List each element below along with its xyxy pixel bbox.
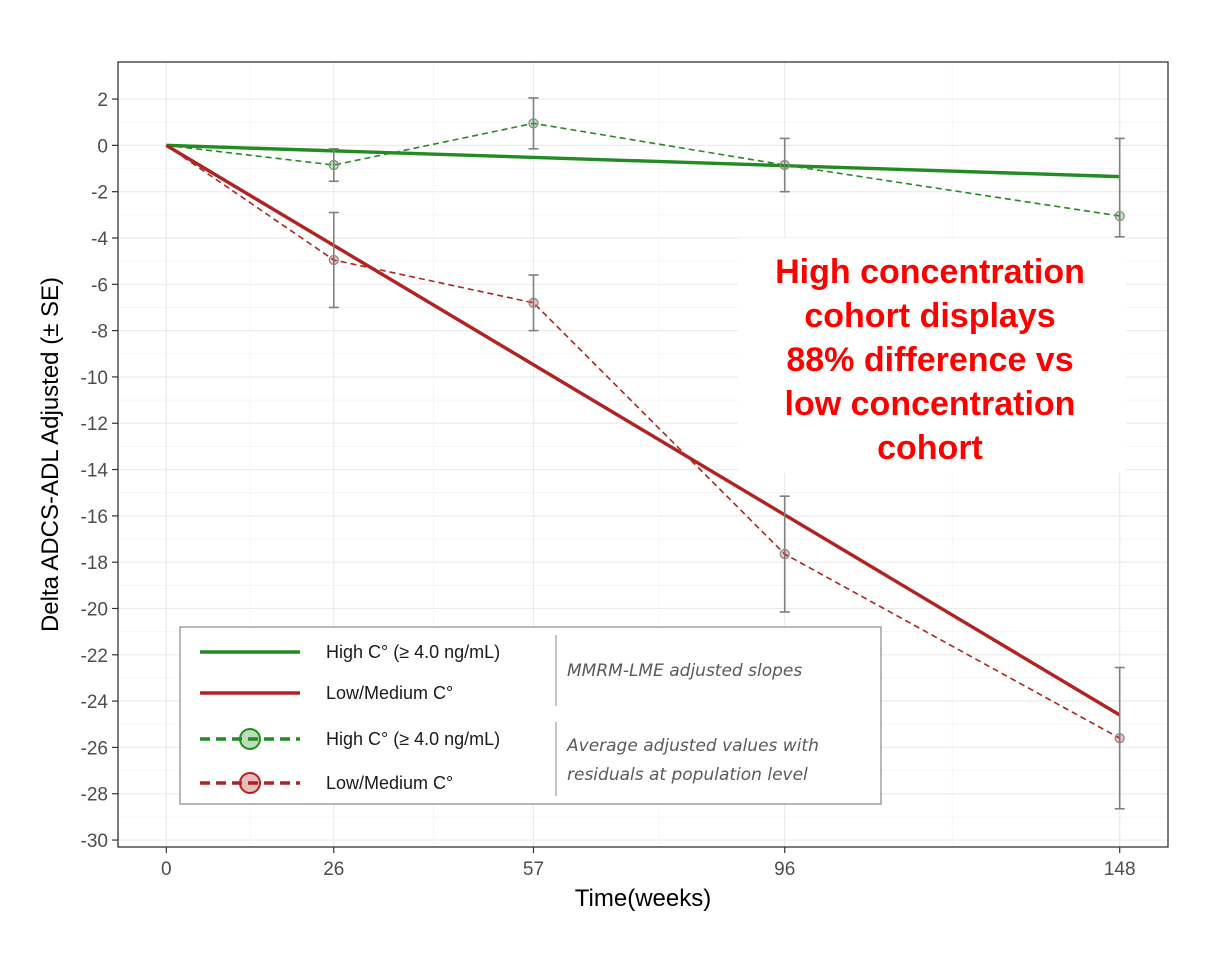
slope-line (165, 143, 1121, 717)
data-point (528, 297, 539, 308)
legend-label: High C° (≥ 4.0 ng/mL) (326, 642, 500, 662)
series-layer (165, 97, 1125, 810)
legend-group-note: Average adjusted values with (566, 736, 819, 756)
y-tick-label: -22 (81, 646, 108, 667)
legend-marker (239, 728, 261, 750)
y-tick-label: -4 (91, 229, 108, 250)
legend-item: High C° (≥ 4.0 ng/mL) (200, 642, 500, 662)
legend-group-note: MMRM-LME adjusted slopes (567, 661, 802, 681)
annotation: High concentration cohort displays 88% dif… (738, 238, 1126, 473)
legend-group-note: residuals at population level (567, 765, 808, 785)
y-tick-label: -28 (81, 785, 108, 806)
x-tick-label: 57 (523, 859, 544, 880)
plot-border (117, 61, 1169, 848)
error-bar (528, 274, 539, 332)
annotation-line: low concentration (785, 385, 1076, 423)
data-point (779, 548, 790, 560)
observed-line (165, 144, 1121, 739)
data-point (328, 254, 339, 266)
legend-item: Low/Medium C° (200, 683, 453, 703)
x-tick-label: 148 (1104, 859, 1136, 880)
x-tick-label: 26 (323, 859, 344, 880)
annotation-line: 88% difference vs (786, 341, 1073, 379)
error-bar (779, 137, 790, 193)
y-tick-label: -2 (91, 183, 108, 204)
error-bar (779, 495, 790, 613)
y-tick-label: 2 (97, 90, 108, 111)
y-tick-label: 0 (97, 136, 108, 157)
x-tick-label: 96 (774, 859, 795, 880)
legend-marker (239, 772, 261, 794)
y-tick-label: -16 (81, 507, 108, 528)
data-point (528, 118, 539, 129)
y-axis-title: Delta ADCS-ADL Adjusted (± SE) (37, 277, 64, 632)
y-tick-label: -20 (81, 599, 108, 620)
error-bar (328, 211, 339, 309)
axes: 2 0 -2 -4 -6 -8 -10 -12 -14 -16 -18 -20 -22 -24 -26 -28… (81, 90, 1136, 880)
error-bar (328, 148, 339, 183)
slope-line (166, 143, 1120, 179)
annotation-line: cohort displays (804, 297, 1055, 335)
y-tick-label: -18 (81, 553, 108, 574)
legend-label: High C° (≥ 4.0 ng/mL) (326, 729, 500, 749)
y-tick-label: -10 (81, 368, 108, 389)
data-point (1114, 210, 1125, 222)
annotation-box (738, 238, 1126, 473)
data-point (328, 159, 339, 171)
legend-box (179, 626, 882, 805)
legend-item: High C° (≥ 4.0 ng/mL) (200, 728, 500, 750)
legend-label: Low/Medium C° (326, 773, 453, 793)
y-tick-label: -24 (81, 692, 109, 713)
data-point (1114, 733, 1125, 744)
y-tick-label: -12 (81, 414, 108, 435)
x-axis-title: Time(weeks) (575, 885, 711, 912)
y-tick-label: -6 (91, 275, 108, 296)
error-bar (528, 97, 539, 150)
y-tick-label: -30 (81, 831, 108, 852)
annotation-line: High concentration (775, 253, 1085, 291)
y-tick-label: -8 (91, 322, 108, 343)
x-tick-label: 0 (161, 859, 172, 880)
error-bar (1114, 666, 1125, 810)
data-point (779, 159, 790, 171)
legend-item: Low/Medium C° (200, 772, 453, 794)
legend-label: Low/Medium C° (326, 683, 453, 703)
y-tick-label: -14 (81, 461, 109, 482)
legend: High C° (≥ 4.0 ng/mL) Low/Medium C° High C… (179, 626, 882, 805)
annotation-line: cohort (877, 429, 983, 467)
y-tick-label: -26 (81, 738, 108, 759)
